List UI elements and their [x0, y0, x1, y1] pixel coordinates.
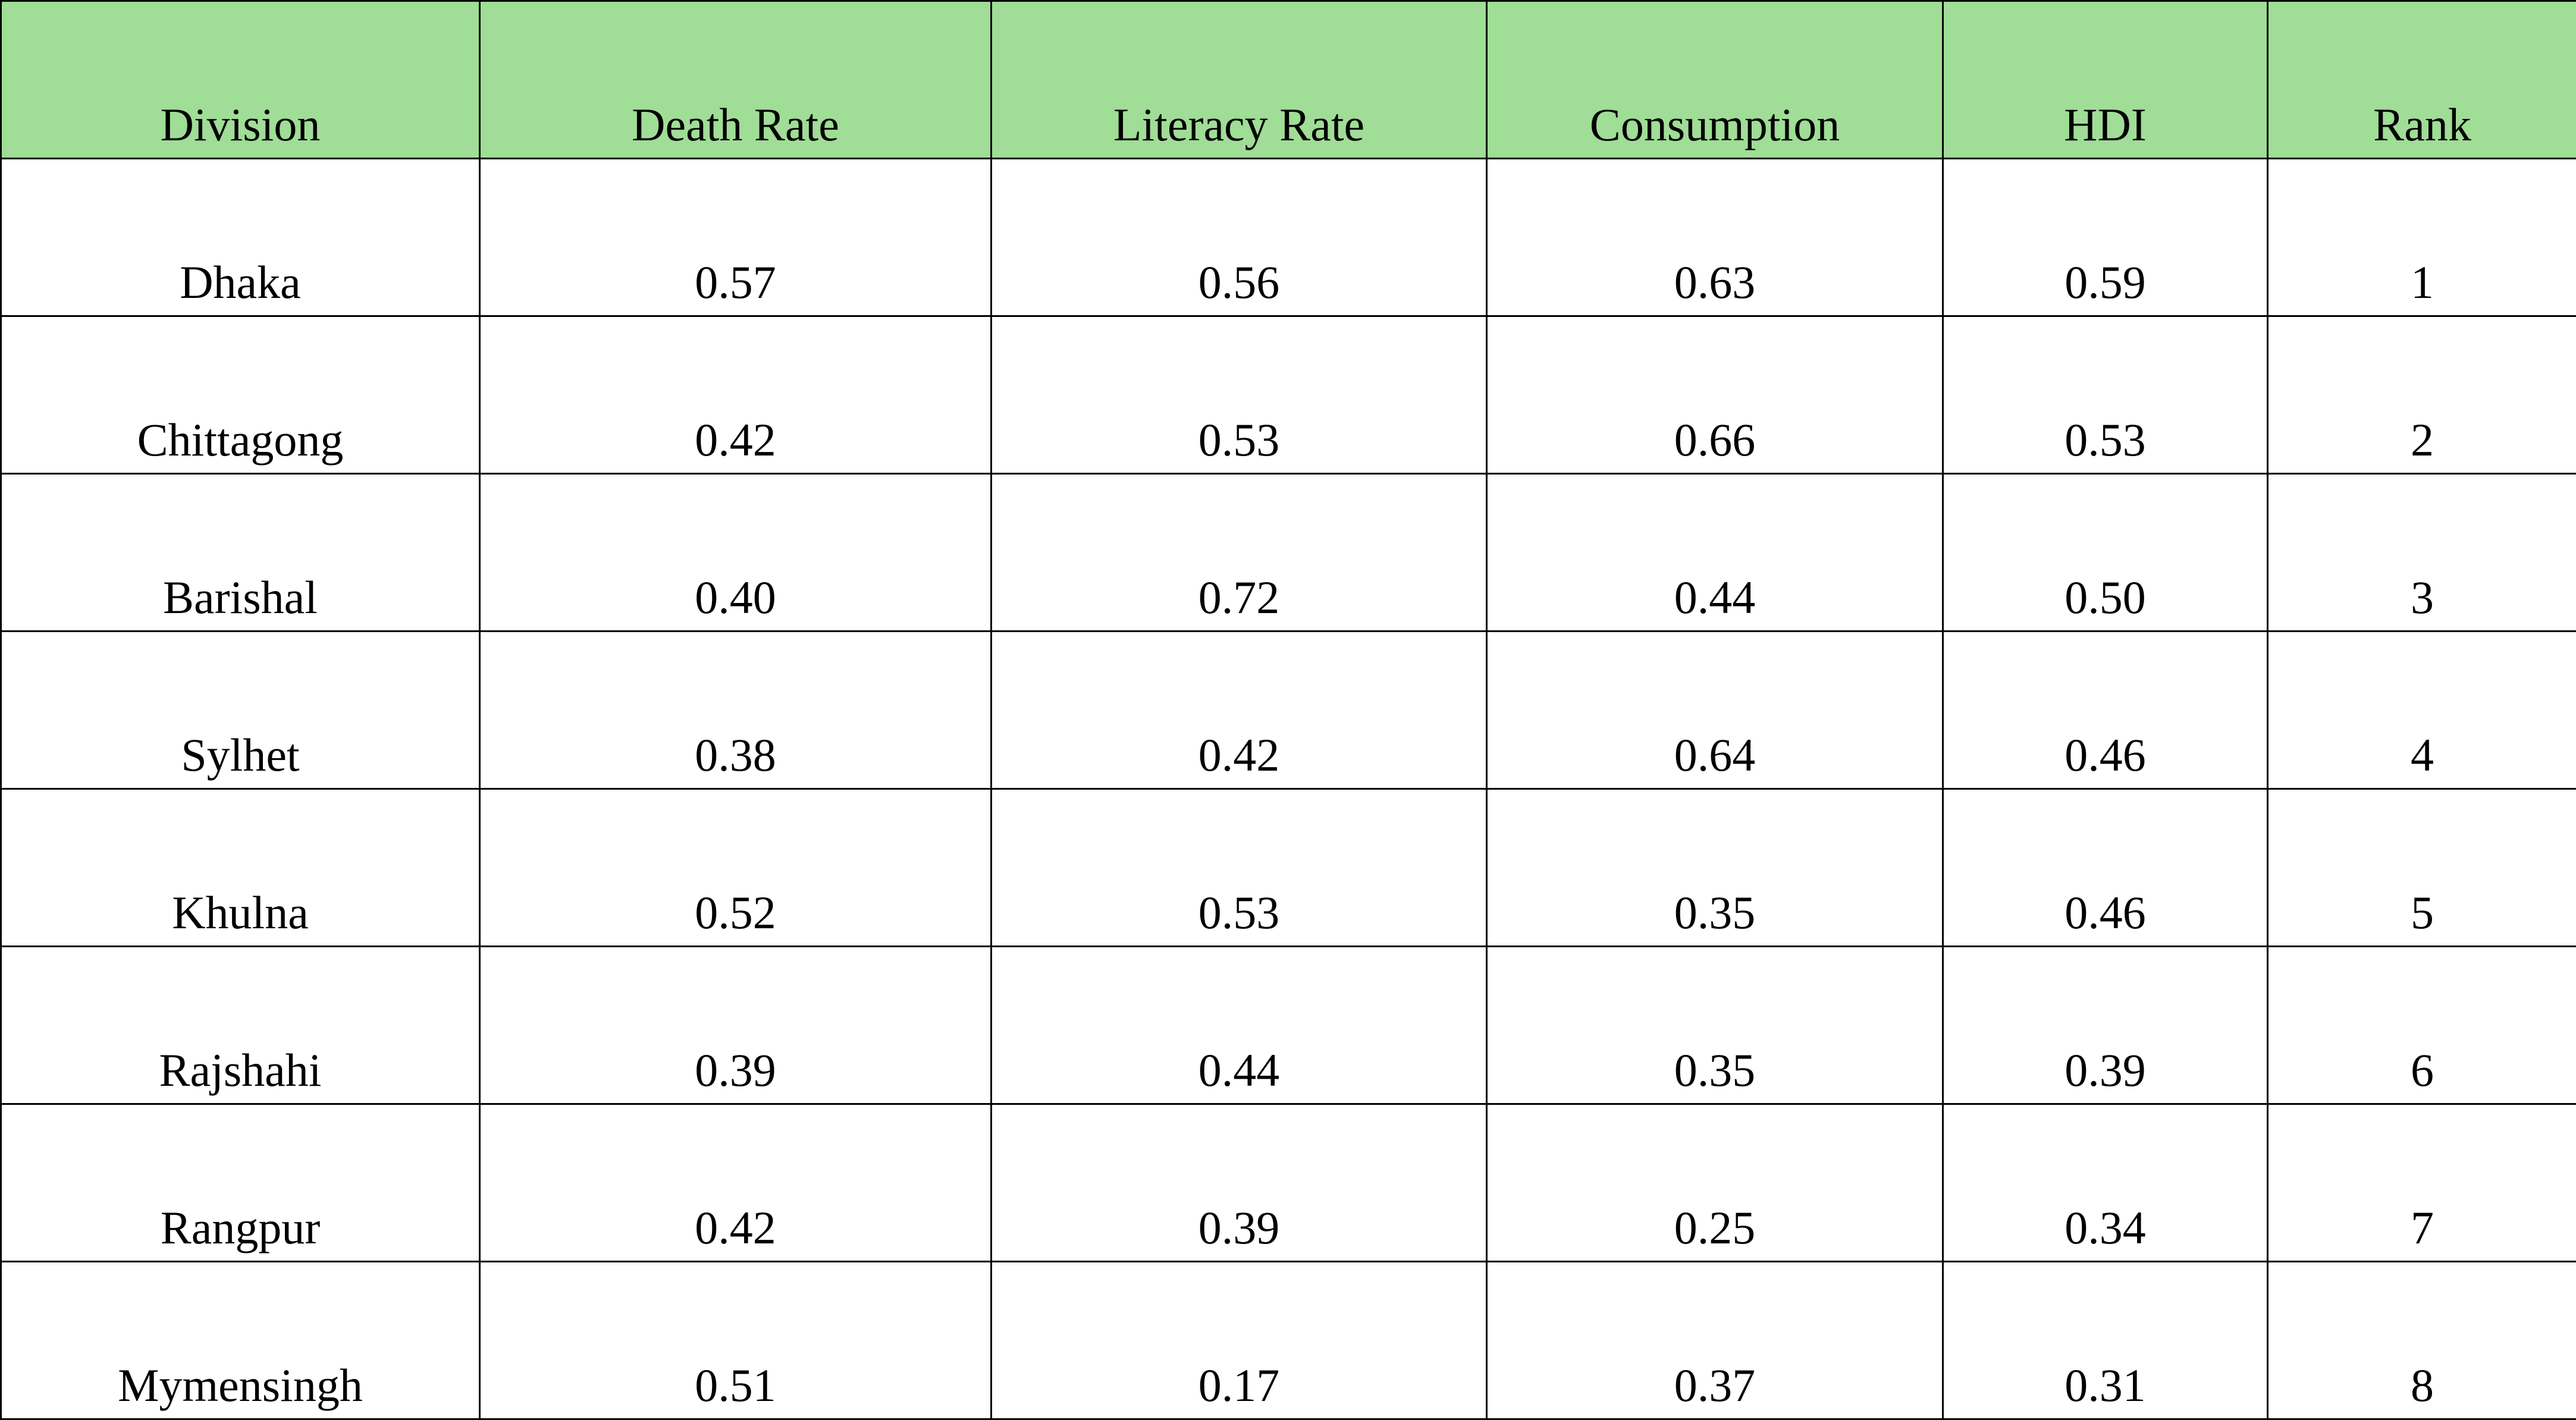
cell-division: Rangpur [1, 1104, 480, 1262]
cell-literacy-rate: 0.53 [992, 316, 1487, 474]
cell-consumption: 0.44 [1487, 474, 1943, 632]
cell-hdi: 0.53 [1943, 316, 2268, 474]
table-body: Dhaka 0.57 0.56 0.63 0.59 1 Chittagong 0… [1, 159, 2576, 1419]
cell-division: Dhaka [1, 159, 480, 316]
cell-death-rate: 0.38 [480, 632, 992, 789]
cell-rank: 6 [2268, 947, 2576, 1104]
cell-death-rate: 0.42 [480, 316, 992, 474]
cell-death-rate: 0.39 [480, 947, 992, 1104]
cell-division: Mymensingh [1, 1262, 480, 1419]
cell-death-rate: 0.52 [480, 789, 992, 947]
cell-hdi: 0.31 [1943, 1262, 2268, 1419]
cell-hdi: 0.34 [1943, 1104, 2268, 1262]
header-death-rate: Death Rate [480, 1, 992, 159]
cell-literacy-rate: 0.72 [992, 474, 1487, 632]
cell-rank: 2 [2268, 316, 2576, 474]
table-row: Rajshahi 0.39 0.44 0.35 0.39 6 [1, 947, 2576, 1104]
cell-hdi: 0.50 [1943, 474, 2268, 632]
table-row: Barishal 0.40 0.72 0.44 0.50 3 [1, 474, 2576, 632]
cell-death-rate: 0.57 [480, 159, 992, 316]
cell-consumption: 0.25 [1487, 1104, 1943, 1262]
cell-consumption: 0.66 [1487, 316, 1943, 474]
cell-literacy-rate: 0.53 [992, 789, 1487, 947]
cell-division: Rajshahi [1, 947, 480, 1104]
cell-rank: 7 [2268, 1104, 2576, 1262]
cell-consumption: 0.37 [1487, 1262, 1943, 1419]
table-row: Rangpur 0.42 0.39 0.25 0.34 7 [1, 1104, 2576, 1262]
cell-rank: 1 [2268, 159, 2576, 316]
cell-consumption: 0.63 [1487, 159, 1943, 316]
cell-division: Chittagong [1, 316, 480, 474]
table-header: Division Death Rate Literacy Rate Consum… [1, 1, 2576, 159]
table-row: Dhaka 0.57 0.56 0.63 0.59 1 [1, 159, 2576, 316]
cell-literacy-rate: 0.56 [992, 159, 1487, 316]
cell-consumption: 0.35 [1487, 947, 1943, 1104]
header-consumption: Consumption [1487, 1, 1943, 159]
cell-consumption: 0.35 [1487, 789, 1943, 947]
table-row: Chittagong 0.42 0.53 0.66 0.53 2 [1, 316, 2576, 474]
header-row: Division Death Rate Literacy Rate Consum… [1, 1, 2576, 159]
table-row: Khulna 0.52 0.53 0.35 0.46 5 [1, 789, 2576, 947]
cell-literacy-rate: 0.44 [992, 947, 1487, 1104]
cell-literacy-rate: 0.17 [992, 1262, 1487, 1419]
cell-hdi: 0.46 [1943, 789, 2268, 947]
cell-literacy-rate: 0.42 [992, 632, 1487, 789]
cell-death-rate: 0.51 [480, 1262, 992, 1419]
header-rank: Rank [2268, 1, 2576, 159]
cell-hdi: 0.39 [1943, 947, 2268, 1104]
table-row: Mymensingh 0.51 0.17 0.37 0.31 8 [1, 1262, 2576, 1419]
header-division: Division [1, 1, 480, 159]
cell-literacy-rate: 0.39 [992, 1104, 1487, 1262]
header-hdi: HDI [1943, 1, 2268, 159]
cell-death-rate: 0.42 [480, 1104, 992, 1262]
cell-consumption: 0.64 [1487, 632, 1943, 789]
cell-rank: 3 [2268, 474, 2576, 632]
cell-rank: 4 [2268, 632, 2576, 789]
table-row: Sylhet 0.38 0.42 0.64 0.46 4 [1, 632, 2576, 789]
cell-division: Barishal [1, 474, 480, 632]
header-literacy-rate: Literacy Rate [992, 1, 1487, 159]
cell-rank: 8 [2268, 1262, 2576, 1419]
cell-rank: 5 [2268, 789, 2576, 947]
cell-death-rate: 0.40 [480, 474, 992, 632]
cell-division: Sylhet [1, 632, 480, 789]
cell-hdi: 0.46 [1943, 632, 2268, 789]
cell-division: Khulna [1, 789, 480, 947]
cell-hdi: 0.59 [1943, 159, 2268, 316]
